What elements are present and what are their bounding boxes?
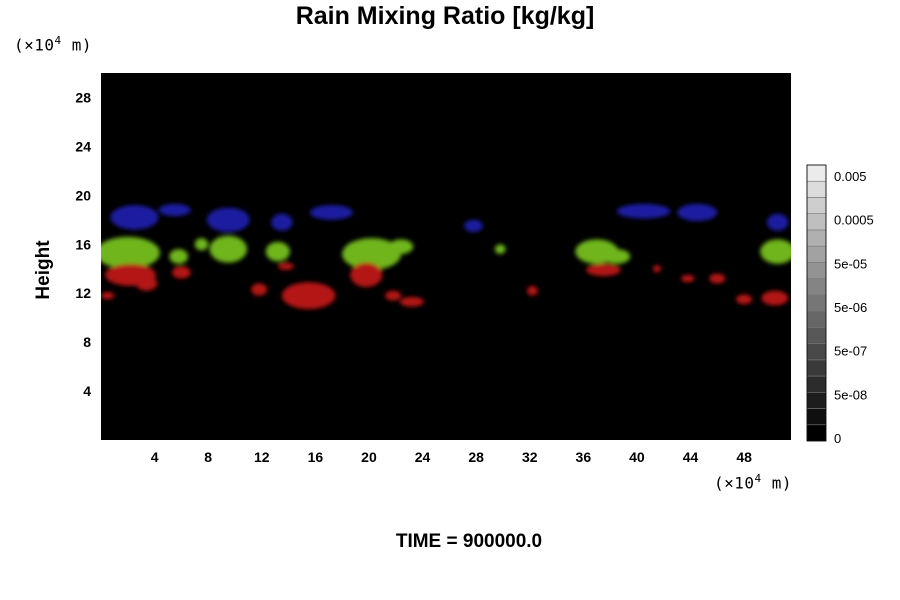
region-1-blob-9 xyxy=(603,249,631,264)
colorbar-step xyxy=(806,424,827,442)
colorbar-step xyxy=(806,229,827,247)
region-0-blob-3 xyxy=(271,213,293,231)
region-1-blob-3 xyxy=(209,235,248,263)
colorbar-label: 5e-05 xyxy=(834,256,867,271)
y-axis-ticks: 4 8 12 16 20 24 28 xyxy=(75,89,91,399)
y-tick-label: 8 xyxy=(83,334,91,350)
x-tick-label: 32 xyxy=(522,449,538,465)
region-1-blob-1 xyxy=(169,249,189,264)
data-regions xyxy=(101,203,791,310)
region-2-blob-2 xyxy=(101,291,115,300)
region-2-blob-1 xyxy=(135,276,158,291)
region-0-blob-4 xyxy=(310,205,353,220)
region-1-blob-0 xyxy=(101,236,160,269)
x-axis-unit: (×104 m) xyxy=(714,472,793,493)
y-tick-label: 28 xyxy=(75,89,91,105)
colorbar-step xyxy=(806,197,827,215)
region-1-blob-7 xyxy=(494,244,506,255)
colorbar-step xyxy=(806,343,827,361)
colorbar-step xyxy=(806,213,827,231)
time-label: TIME = 900000.0 xyxy=(395,531,543,552)
x-tick-label: 48 xyxy=(736,449,752,465)
colorbar-label: 5e-08 xyxy=(834,387,867,402)
region-2-blob-11 xyxy=(586,263,621,277)
region-1-blob-6 xyxy=(389,239,414,255)
colorbar-label: 5e-07 xyxy=(834,344,867,359)
region-2-blob-15 xyxy=(736,294,753,305)
colorbar-step xyxy=(806,164,827,182)
region-0-blob-1 xyxy=(158,203,191,217)
y-tick-label: 20 xyxy=(75,187,91,203)
region-1-blob-10 xyxy=(760,239,791,264)
x-axis-ticks: 4 8 12 16 20 24 28 32 36 40 44 48 xyxy=(151,449,752,465)
region-2-blob-13 xyxy=(681,274,695,283)
x-tick-label: 16 xyxy=(308,449,324,465)
colorbar-step xyxy=(806,310,827,328)
region-2-blob-10 xyxy=(527,285,538,296)
region-1-blob-4 xyxy=(265,241,290,262)
x-tick-label: 8 xyxy=(204,449,212,465)
colorbar-step xyxy=(806,391,827,409)
colorbar-step xyxy=(806,408,827,426)
region-0-blob-0 xyxy=(110,205,159,230)
region-0-blob-8 xyxy=(766,213,789,231)
colorbar-label: 5e-06 xyxy=(834,300,867,315)
colorbar: 0 5e-08 5e-07 5e-06 5e-05 0.0005 0.005 xyxy=(806,164,874,446)
region-0-blob-2 xyxy=(206,207,250,233)
chart-title: Rain Mixing Ratio [kg/kg] xyxy=(295,2,595,30)
region-2-blob-5 xyxy=(277,262,294,270)
y-tick-label: 12 xyxy=(75,285,91,301)
x-tick-label: 4 xyxy=(151,449,159,465)
colorbar-label: 0 xyxy=(834,431,841,446)
y-tick-label: 16 xyxy=(75,236,91,252)
colorbar-frame xyxy=(806,164,827,442)
y-axis-unit: (×104 m) xyxy=(14,34,93,55)
y-tick-label: 24 xyxy=(75,138,91,154)
region-2-blob-6 xyxy=(281,282,336,310)
colorbar-step xyxy=(806,278,827,296)
region-2-blob-7 xyxy=(350,262,383,288)
colorbar-label: 0.005 xyxy=(834,169,867,184)
colorbar-step xyxy=(806,359,827,377)
x-tick-label: 24 xyxy=(415,449,431,465)
region-2-blob-12 xyxy=(653,265,662,273)
region-0-blob-7 xyxy=(677,203,718,222)
region-1-blob-2 xyxy=(194,238,209,251)
region-2-blob-4 xyxy=(251,283,268,296)
x-tick-label: 20 xyxy=(361,449,377,465)
colorbar-step xyxy=(806,294,827,312)
region-2-blob-16 xyxy=(761,290,789,306)
x-tick-label: 12 xyxy=(254,449,270,465)
region-1-blob-5 xyxy=(342,238,402,270)
colorbar-step xyxy=(806,375,827,393)
x-tick-label: 44 xyxy=(683,449,699,465)
colorbar-step xyxy=(806,327,827,344)
x-tick-label: 36 xyxy=(576,449,592,465)
region-2-blob-14 xyxy=(709,273,726,284)
region-0-blob-6 xyxy=(616,203,671,219)
colorbar-step xyxy=(806,180,827,198)
colorbar-label: 0.0005 xyxy=(834,213,874,228)
plot-area xyxy=(101,73,791,440)
y-tick-label: 4 xyxy=(83,383,91,399)
region-2-blob-9 xyxy=(399,296,424,307)
colorbar-step xyxy=(806,262,827,279)
x-tick-label: 40 xyxy=(629,449,645,465)
x-tick-label: 28 xyxy=(468,449,484,465)
region-0-blob-5 xyxy=(464,219,483,233)
region-2-blob-3 xyxy=(172,266,191,279)
region-2-blob-8 xyxy=(385,290,402,301)
colorbar-step xyxy=(806,245,827,263)
